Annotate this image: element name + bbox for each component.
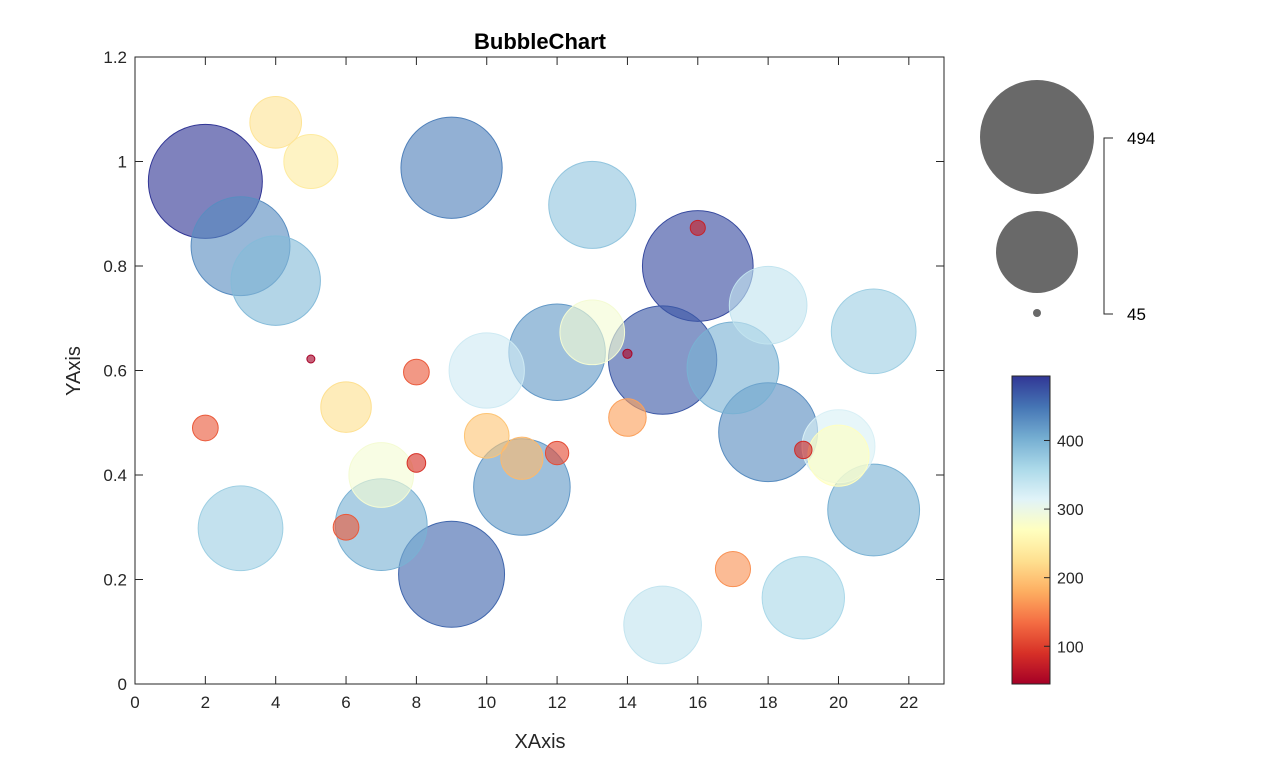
- bubble-point: [230, 235, 321, 326]
- colorbar-tick-label: 300: [1057, 502, 1084, 519]
- size-legend-large-circle: [980, 80, 1094, 194]
- size-legend-min-label: 45: [1127, 305, 1146, 324]
- x-tick-label: 20: [829, 693, 848, 712]
- bubble-point: [622, 348, 633, 359]
- y-tick-label: 0: [118, 675, 127, 694]
- y-tick-label: 0.4: [103, 466, 127, 485]
- bubble-point: [548, 160, 637, 249]
- x-tick-label: 4: [271, 693, 280, 712]
- size-legend: 494 45: [980, 80, 1155, 324]
- y-tick-label: 0.2: [103, 571, 127, 590]
- bubble-point: [197, 485, 284, 572]
- x-tick-label: 8: [412, 693, 421, 712]
- colorbar-ticks: 100 200 300 400: [1044, 433, 1084, 656]
- bubble-point: [827, 463, 921, 557]
- x-tick-label: 22: [899, 693, 918, 712]
- x-tick-label: 12: [548, 693, 567, 712]
- y-tick-label: 0.8: [103, 257, 127, 276]
- bubble-point: [608, 398, 647, 437]
- x-tick-label: 0: [130, 693, 139, 712]
- bubble-point: [332, 513, 360, 541]
- x-tick-label: 14: [618, 693, 637, 712]
- colorbar-gradient: [1011, 375, 1051, 685]
- x-tick-label: 6: [341, 693, 350, 712]
- x-tick-label: 16: [688, 693, 707, 712]
- size-legend-max-label: 494: [1127, 129, 1155, 148]
- bubble-point: [689, 219, 706, 236]
- size-legend-small-circle: [1033, 309, 1041, 317]
- bubble-point: [559, 299, 626, 366]
- colorbar-tick-label: 200: [1057, 571, 1084, 588]
- bubble-point: [406, 453, 427, 473]
- size-legend-bracket: [1103, 137, 1113, 315]
- bubble-point: [320, 381, 372, 433]
- bubble-point: [761, 556, 845, 640]
- x-tick-label: 18: [759, 693, 778, 712]
- bubble-point: [306, 354, 316, 364]
- bubble-point: [463, 413, 510, 459]
- plot-area: 0 2 4 6 8 10 12 14 16 18 20 22 0 0.2 0.4 0.6 0.8 1 1.2: [103, 48, 945, 712]
- y-axis-title: YAxis: [63, 346, 85, 396]
- x-tick-label: 10: [477, 693, 496, 712]
- bubble-point: [403, 358, 430, 386]
- bubble-point: [728, 265, 808, 345]
- bubble-point: [714, 550, 752, 588]
- bubble-point: [398, 520, 506, 628]
- bubble-point: [348, 442, 415, 508]
- chart-title: BubbleChart: [474, 29, 607, 54]
- bubble-point: [623, 585, 702, 665]
- colorbar-tick-label: 100: [1057, 639, 1084, 656]
- colorbar-tick-label: 400: [1057, 433, 1084, 450]
- y-tick-label: 1.2: [103, 48, 127, 67]
- x-axis-title: XAxis: [514, 731, 565, 753]
- bubble-point: [807, 424, 870, 487]
- bubble-point: [544, 440, 570, 466]
- y-tick-label: 0.6: [103, 362, 127, 381]
- y-tick-label: 1: [118, 153, 127, 172]
- bubble-point: [500, 436, 544, 480]
- bubble-point: [249, 95, 303, 149]
- bubble-point: [830, 288, 917, 375]
- bubble-point: [191, 414, 219, 442]
- x-tick-label: 2: [201, 693, 210, 712]
- size-legend-medium-circle: [996, 211, 1078, 293]
- bubble-point: [794, 440, 813, 460]
- bubble-point: [400, 116, 503, 219]
- axis-ticks: 0 2 4 6 8 10 12 14 16 18 20 22 0 0.2 0.4 0.6 0.8 1 1.2: [103, 48, 944, 712]
- colorbar: 100 200 300 400: [1011, 375, 1084, 685]
- bubble-point: [448, 332, 525, 409]
- bubble-point: [283, 133, 339, 190]
- bubbles-layer: [147, 95, 921, 665]
